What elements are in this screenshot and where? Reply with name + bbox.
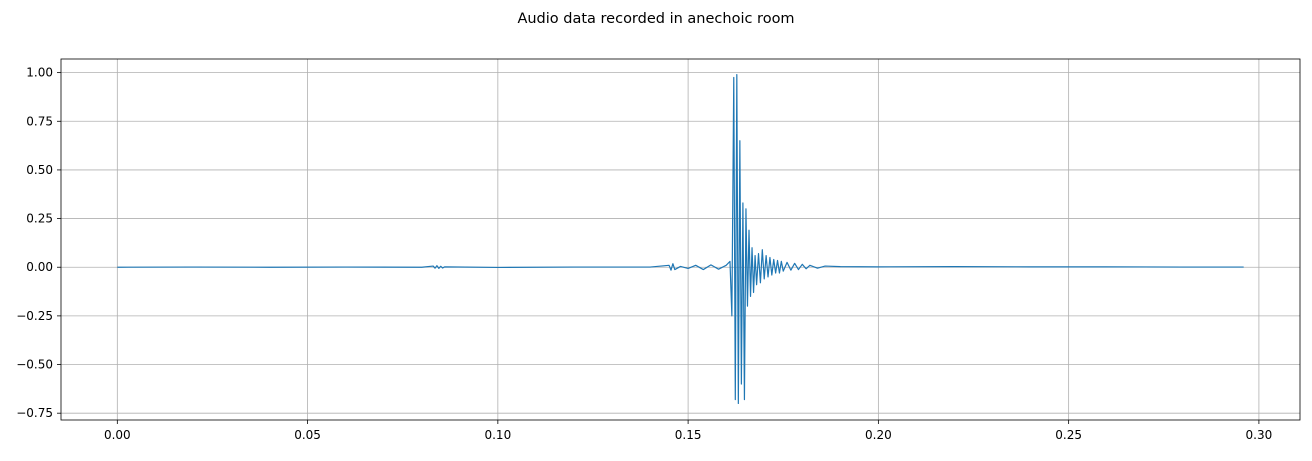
y-tick-label: 0.50 [26, 163, 53, 177]
y-tick-label: 0.25 [26, 212, 53, 226]
series-layer [117, 73, 1244, 405]
x-tick-label: 0.05 [294, 428, 321, 442]
y-tick-label: 0.75 [26, 114, 53, 128]
y-tick-label: −0.75 [16, 406, 53, 420]
series-line [117, 73, 1244, 405]
grid-layer [61, 59, 1300, 420]
y-tick-label: 1.00 [26, 66, 53, 80]
x-tick-label: 0.25 [1055, 428, 1082, 442]
chart-title: Audio data recorded in anechoic room [517, 11, 794, 27]
x-tick-label: 0.20 [865, 428, 892, 442]
y-tick-label: −0.25 [16, 309, 53, 323]
x-tick-label: 0.10 [484, 428, 511, 442]
ticks-layer: 0.00 0.05 0.10 0.15 0.20 0.25 0.30 −0.75 −0.50 −0… [16, 66, 1272, 442]
x-tick-label: 0.15 [675, 428, 702, 442]
x-tick-label: 0.30 [1246, 428, 1273, 442]
y-tick-label: 0.00 [26, 260, 53, 274]
plot-frame [60, 58, 1301, 421]
x-tick-label: 0.00 [104, 428, 131, 442]
y-tick-label: −0.50 [16, 358, 53, 372]
